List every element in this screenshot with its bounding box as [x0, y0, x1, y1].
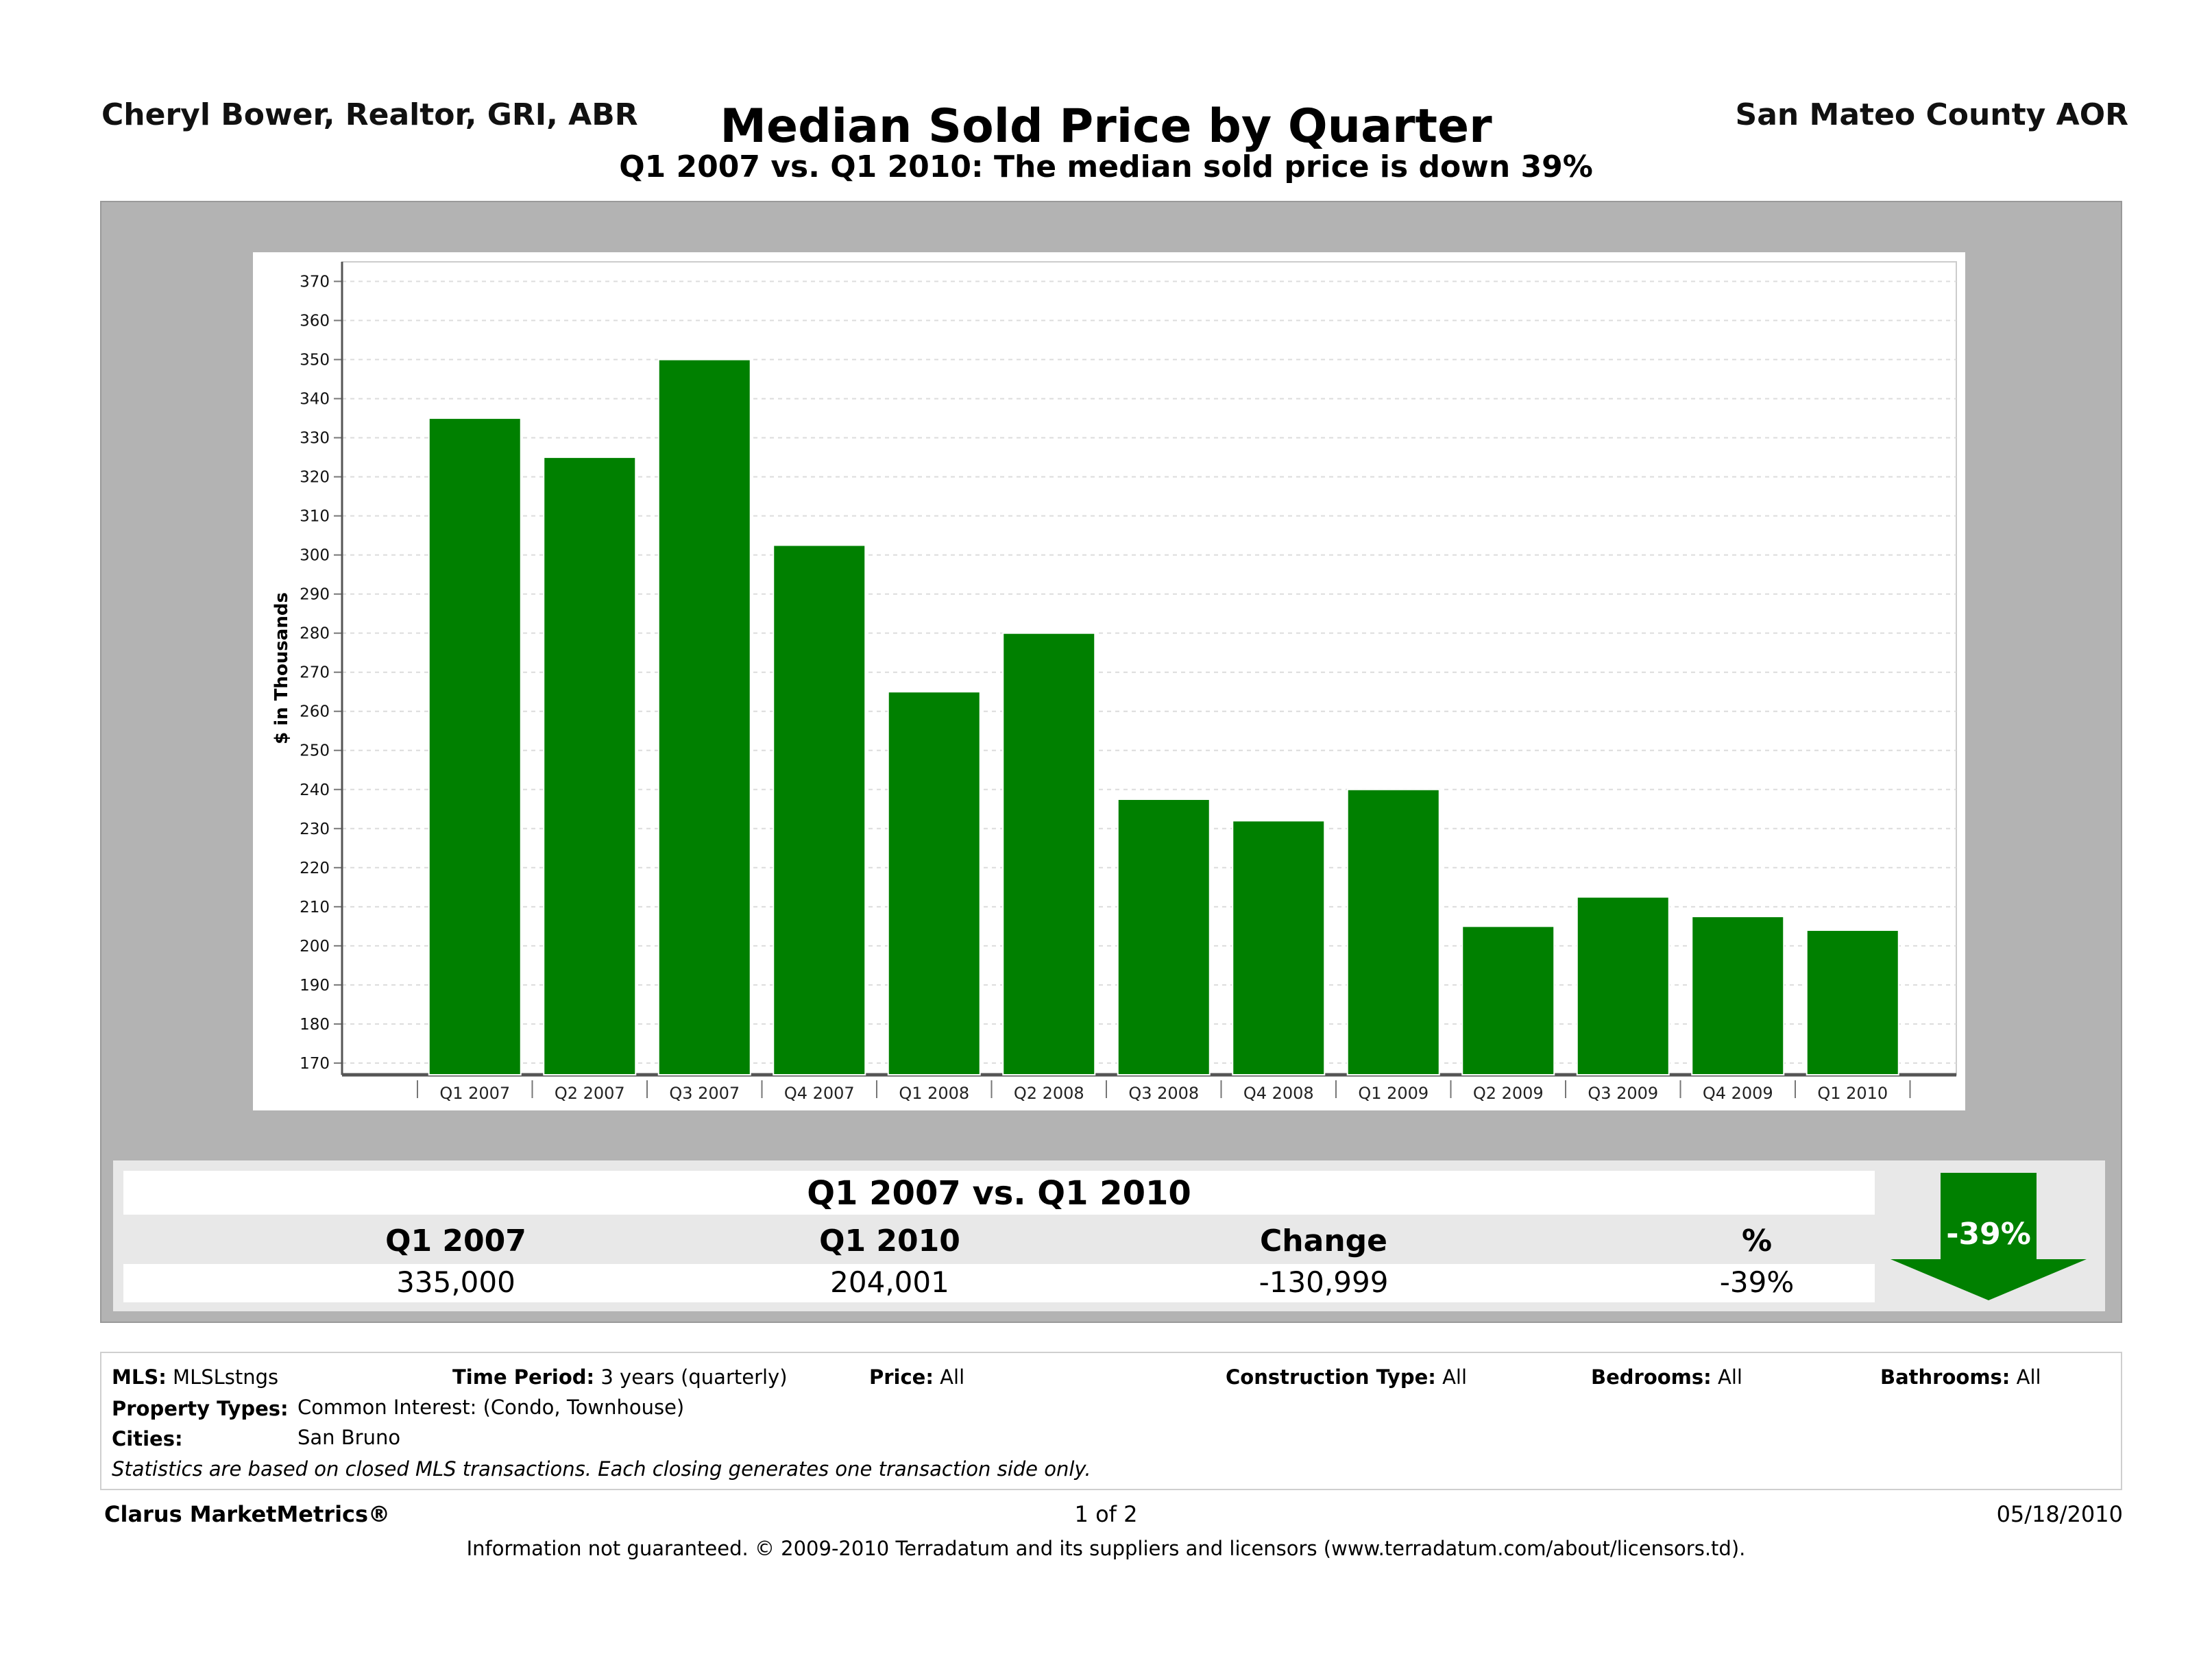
bar-q4-2009: [1691, 916, 1785, 1076]
bar-q3-2009: [1576, 896, 1670, 1075]
bar-q1-2009: [1346, 788, 1440, 1076]
search-criteria: MLS: MLSLstngs Time Period: 3 years (qua…: [100, 1352, 2122, 1490]
x-tick-label: Q3 2008: [1128, 1084, 1199, 1103]
down-arrow-icon: [1891, 1173, 2087, 1300]
x-tick-label: Q2 2009: [1473, 1084, 1544, 1103]
x-tick-label: Q1 2007: [439, 1084, 510, 1103]
x-tick-label: Q2 2008: [1014, 1084, 1084, 1103]
construction-type-value: All: [1442, 1365, 1468, 1389]
bar-q1-2008: [887, 691, 981, 1075]
association-name: San Mateo County AOR: [1735, 97, 2128, 132]
y-axis-label: $ in Thousands: [271, 592, 292, 744]
y-tick-label: 370: [300, 273, 330, 291]
y-tick-label: 320: [300, 469, 330, 487]
y-tick-label: 180: [300, 1016, 330, 1034]
arrow-percent-label: -39%: [1946, 1217, 2031, 1252]
y-tick-label: 270: [300, 664, 330, 682]
summary-value-percent: -39%: [1719, 1265, 1795, 1299]
report-date: 05/18/2010: [1996, 1501, 2123, 1527]
y-tick-label: 300: [300, 547, 330, 565]
bar-q3-2007: [657, 358, 751, 1075]
x-tick-label: Q3 2007: [669, 1084, 740, 1103]
y-tick-label: 190: [300, 977, 330, 995]
x-tick-label: Q1 2009: [1358, 1084, 1429, 1103]
summary-header-percent: %: [1741, 1224, 1773, 1258]
y-tick-label: 340: [300, 391, 330, 409]
report-title: Median Sold Price by Quarter: [720, 99, 1492, 154]
brand-name: Clarus MarketMetrics®: [104, 1501, 391, 1527]
summary-value-end: 204,001: [830, 1265, 949, 1299]
y-tick-label: 220: [300, 860, 330, 877]
cities-value: San Bruno: [297, 1426, 401, 1449]
y-tick-label: 350: [300, 352, 330, 369]
bar-q3-2008: [1117, 799, 1211, 1075]
bedrooms-value: All: [1717, 1365, 1742, 1389]
x-tick-label: Q2 2007: [555, 1084, 625, 1103]
summary-values-row: [123, 1264, 1875, 1302]
property-types-value: Common Interest: (Condo, Townhouse): [297, 1396, 685, 1419]
property-types-label: Property Types:: [112, 1397, 289, 1420]
disclaimer: Information not guaranteed. © 2009-2010 …: [466, 1537, 1746, 1560]
summary-header-change: Change: [1260, 1224, 1387, 1258]
y-tick-label: 360: [300, 313, 330, 330]
y-tick-label: 280: [300, 625, 330, 643]
time-period-value: 3 years (quarterly): [600, 1365, 788, 1389]
bar-q4-2007: [773, 544, 866, 1076]
price-value: All: [940, 1365, 965, 1389]
y-tick-label: 200: [300, 938, 330, 956]
x-tick-label: Q3 2009: [1588, 1084, 1658, 1103]
bathrooms-value: All: [2016, 1365, 2041, 1389]
summary-panel: Q1 2007 vs. Q1 2010 Q1 2007 Q1 2010 Chan…: [113, 1160, 2105, 1311]
y-tick-label: 210: [300, 899, 330, 916]
bar-chart: 170 180 190 200 210 220 230 240 250 260 270 280 290 3…: [271, 261, 1957, 1103]
y-tick-label: 240: [300, 781, 330, 799]
report-subtitle: Q1 2007 vs. Q1 2010: The median sold pri…: [619, 149, 1593, 184]
y-tick-label: 330: [300, 430, 330, 448]
x-tick-label: Q1 2008: [899, 1084, 969, 1103]
summary-title: Q1 2007 vs. Q1 2010: [123, 1171, 1875, 1215]
y-tick-label: 290: [300, 586, 330, 604]
construction-type-label: Construction Type:: [1226, 1365, 1436, 1389]
y-tick-label: 250: [300, 742, 330, 760]
agent-name: Cheryl Bower, Realtor, GRI, ABR: [101, 97, 638, 132]
mls-value: MLSLstngs: [173, 1365, 279, 1389]
cities-label: Cities:: [112, 1427, 183, 1450]
bar-q1-2010: [1806, 929, 1899, 1076]
page-number: 1 of 2: [1074, 1501, 1138, 1527]
bar-q4-2008: [1232, 820, 1326, 1075]
bar-q2-2008: [1002, 632, 1096, 1075]
bar-q2-2007: [543, 457, 637, 1076]
mls-label: MLS:: [112, 1365, 167, 1389]
bar-q2-2009: [1461, 925, 1555, 1075]
x-tick-label: Q1 2010: [1817, 1084, 1888, 1103]
summary-header-start: Q1 2007: [385, 1224, 526, 1258]
time-period-label: Time Period:: [452, 1365, 595, 1389]
summary-value-start: 335,000: [396, 1265, 515, 1299]
y-tick-label: 310: [300, 508, 330, 526]
bar-q1-2007: [428, 417, 522, 1076]
statistics-note: Statistics are based on closed MLS trans…: [112, 1457, 1091, 1481]
bathrooms-label: Bathrooms:: [1880, 1365, 2010, 1389]
x-tick-label: Q4 2009: [1703, 1084, 1773, 1103]
y-tick-label: 230: [300, 820, 330, 838]
chart-area: 170 180 190 200 210 220 230 240 250 260 270 280 290 3…: [253, 252, 1965, 1110]
price-label: Price:: [869, 1365, 934, 1389]
summary-value-change: -130,999: [1259, 1265, 1389, 1299]
x-tick-label: Q4 2008: [1243, 1084, 1314, 1103]
y-tick-label: 170: [300, 1055, 330, 1073]
y-tick-label: 260: [300, 703, 330, 721]
summary-header-end: Q1 2010: [819, 1224, 960, 1258]
bedrooms-label: Bedrooms:: [1591, 1365, 1712, 1389]
x-tick-label: Q4 2007: [784, 1084, 855, 1103]
